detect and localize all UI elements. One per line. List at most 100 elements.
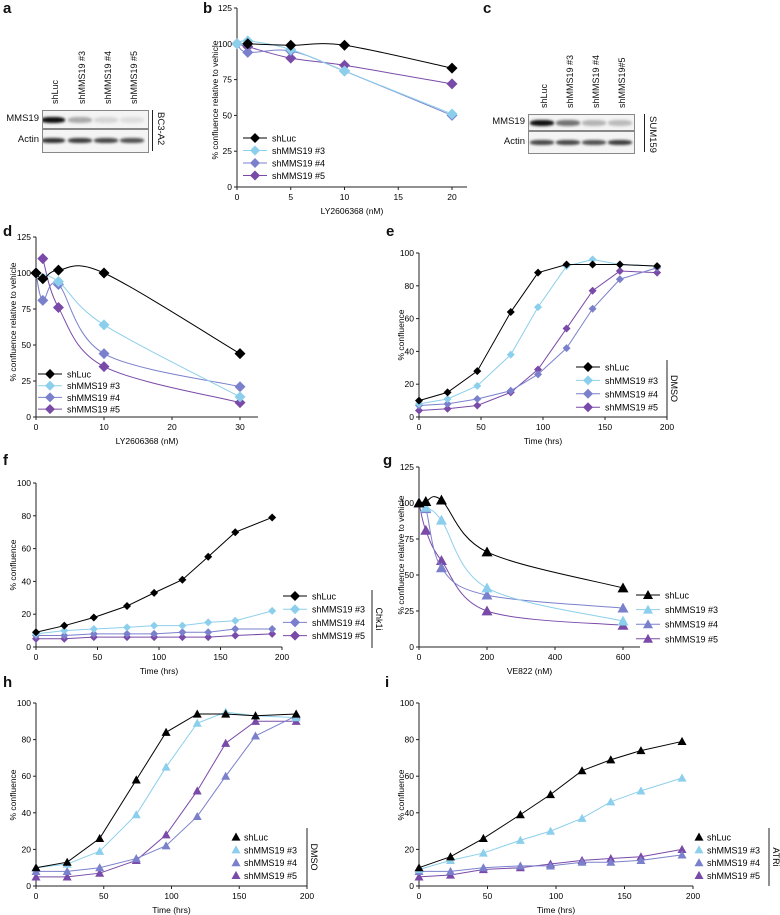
legend-marker <box>45 392 55 403</box>
panel-label-b: b <box>203 0 213 17</box>
legend-marker <box>583 402 593 413</box>
y-tick-label: 25 <box>22 376 32 386</box>
data-point <box>617 602 629 613</box>
data-point <box>617 582 629 593</box>
data-point <box>443 404 452 413</box>
data-point <box>478 863 488 872</box>
y-tick-label: 125 <box>218 3 232 13</box>
legend-item: shMMS19 #3 <box>636 604 718 615</box>
data-point <box>446 78 458 90</box>
fit-curve <box>247 43 453 69</box>
x-tick-label: 0 <box>34 652 39 662</box>
y-tick-label: 75 <box>22 304 32 314</box>
protein-band <box>556 139 580 145</box>
blot-row-mms19 <box>528 114 635 131</box>
data-point <box>161 762 171 771</box>
panel-label-i: i <box>385 674 390 691</box>
data-point <box>123 623 132 632</box>
legend-marker <box>45 380 55 391</box>
legend-marker <box>583 375 593 386</box>
legend-item: shMMS19 #5 <box>694 870 760 881</box>
panel-label-f: f <box>3 452 8 469</box>
data-point <box>473 381 482 390</box>
y-axis-label: % confluence <box>8 769 18 820</box>
x-tick-label: 0 <box>235 192 240 202</box>
legend-marker <box>643 604 653 614</box>
x-tick-label: 0 <box>417 652 422 662</box>
data-point <box>588 304 597 313</box>
data-point <box>435 562 447 573</box>
protein-band <box>68 116 92 123</box>
data-point <box>204 618 213 627</box>
x-tick-label: 600 <box>616 652 630 662</box>
series-shluc <box>415 260 662 405</box>
data-point <box>577 857 587 866</box>
chart-i: 0 50 100 150 200 0 20 40 60 80 100 Time (hrs) % conf… <box>396 698 780 915</box>
data-point <box>242 38 254 50</box>
y-tick-label: 60 <box>405 771 415 781</box>
data-point <box>481 589 493 600</box>
data-point <box>98 267 110 279</box>
cell-line-bracket <box>644 114 645 152</box>
x-tick-label: 100 <box>164 891 178 901</box>
data-point <box>515 861 525 870</box>
legend-marker <box>231 858 241 867</box>
data-point <box>443 394 452 403</box>
data-point <box>615 275 624 284</box>
legend-item: shLuc <box>231 832 269 843</box>
data-point <box>52 276 64 288</box>
x-tick-label: 10 <box>340 192 350 202</box>
data-point <box>95 868 105 877</box>
data-point <box>204 628 213 637</box>
data-point <box>62 872 72 881</box>
data-point <box>31 872 41 881</box>
panel-label-g: g <box>383 452 393 469</box>
x-tick-label: 150 <box>617 891 631 901</box>
x-tick-label: 5 <box>288 192 293 202</box>
y-tick-label: 100 <box>17 698 31 708</box>
data-point <box>234 348 246 360</box>
legend-item: shMMS19 #3 <box>283 604 365 615</box>
protein-band <box>608 139 632 145</box>
y-tick-label: 50 <box>405 570 415 580</box>
x-tick-label: 150 <box>213 652 227 662</box>
data-point <box>506 386 515 395</box>
x-tick-label: 15 <box>394 192 404 202</box>
y-tick-label: 60 <box>22 544 32 554</box>
y-tick-label: 25 <box>405 606 415 616</box>
x-tick-label: 0 <box>417 422 422 432</box>
series-shmms19-5 <box>415 267 662 415</box>
data-point <box>636 746 646 755</box>
legend-item: shMMS19 #5 <box>231 870 297 881</box>
legend-item: shLuc <box>636 590 690 601</box>
legend-marker <box>231 832 241 841</box>
data-point <box>89 629 98 638</box>
data-point <box>221 738 231 747</box>
data-point <box>60 626 69 635</box>
data-point <box>534 370 543 379</box>
data-point <box>677 773 687 782</box>
data-point <box>231 616 240 625</box>
data-point <box>473 394 482 403</box>
series-shluc <box>414 736 687 872</box>
x-tick-label: 0 <box>34 891 39 901</box>
legend-item: shLuc <box>243 133 297 144</box>
chart-e: 0 50 100 150 200 0 20 40 60 80 100 Time (hrs) % conf… <box>396 248 679 446</box>
protein-band <box>120 138 144 143</box>
protein-band <box>68 138 92 143</box>
legend-label: shMMS19 #3 <box>665 605 718 615</box>
data-point <box>268 629 277 638</box>
data-point <box>62 857 72 866</box>
data-point <box>30 267 42 279</box>
data-point <box>268 624 277 633</box>
protein-band <box>582 119 606 126</box>
data-point <box>534 303 543 312</box>
data-point <box>161 841 171 850</box>
legend-marker <box>583 362 593 372</box>
legend-label: shMMS19 #4 <box>312 618 365 628</box>
legend-item: shMMS19 #5 <box>38 404 120 415</box>
legend-label: shMMS19 #4 <box>665 620 718 630</box>
series-shmms19-4 <box>413 497 629 613</box>
data-point <box>606 857 616 866</box>
